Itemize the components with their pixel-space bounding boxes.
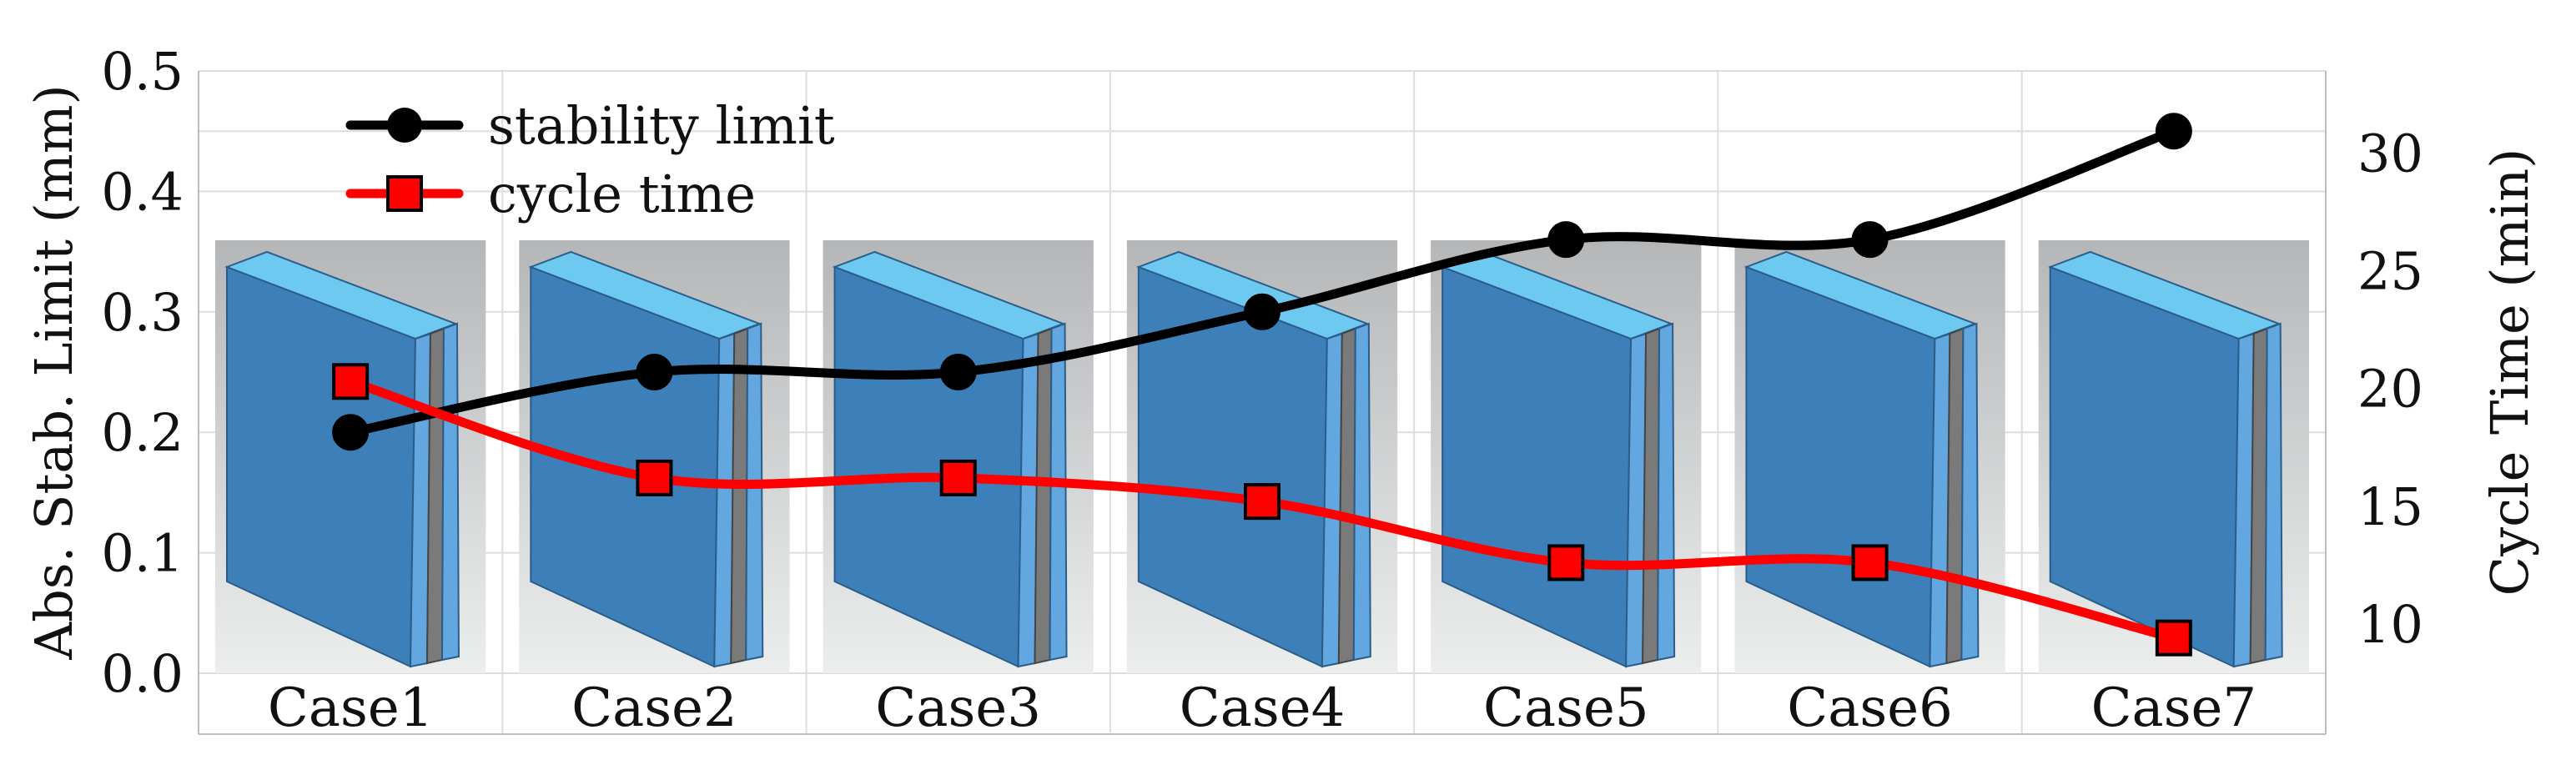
blade-side [1657, 322, 1676, 662]
blade-side [2264, 322, 2283, 662]
axes: 0.0 0.1 0.2 0.3 0.4 0.5 10 15 20 25 30 Case1 Case2 Ca… [23, 41, 2540, 739]
y-right-tick-label: 25 [2357, 241, 2423, 302]
x-tick-label: Case1 [268, 677, 434, 739]
y-right-tick-label: 30 [2357, 123, 2423, 184]
y-right-tick-label: 20 [2357, 359, 2423, 420]
cycle-time-point [2155, 619, 2192, 657]
case-blade-image [215, 240, 486, 673]
y-right-tick-label: 10 [2357, 594, 2423, 655]
y-tick-label: 0.3 [101, 282, 184, 343]
y-axis-title: Abs. Stab. Limit (mm) [23, 84, 84, 660]
blade-core [1337, 327, 1356, 665]
blade-side [1049, 322, 1068, 662]
legend-label: stability limit [488, 95, 835, 156]
y-tick-label: 0.5 [101, 41, 184, 102]
y-tick-label: 0.2 [101, 402, 184, 463]
blade-core [2249, 327, 2268, 665]
y-right-axis-title: Cycle Time (min) [2479, 148, 2540, 596]
cycle-time-point [636, 459, 673, 496]
y-right-tick-label: 15 [2357, 476, 2423, 537]
blade-side [1960, 322, 1980, 662]
stability-limit-point [1851, 221, 1889, 259]
legend-item-cycle-time: cycle time [345, 164, 756, 224]
y-tick-label: 0.4 [101, 161, 184, 222]
x-tick-label: Case3 [875, 677, 1041, 739]
legend-label: cycle time [488, 164, 756, 224]
cycle-time-point [332, 363, 370, 400]
cycle-time-point [1244, 483, 1280, 521]
blade-core [1034, 327, 1053, 665]
legend: stability limit cycle time [345, 95, 835, 224]
cycle-time-point [1547, 544, 1585, 581]
x-tick-label: Case5 [1483, 677, 1649, 739]
series-layer [332, 113, 2192, 657]
x-tick-label: Case2 [571, 677, 737, 739]
stability-limit-point [1547, 221, 1585, 259]
cycle-time-point [1851, 544, 1889, 581]
stability-limit-point [2155, 113, 2192, 150]
legend-marker [387, 108, 422, 143]
x-tick-label: Case7 [2091, 677, 2257, 739]
blade-side [745, 322, 764, 662]
x-tick-label: Case6 [1787, 677, 1953, 739]
legend-marker [386, 175, 423, 212]
legend-item-stability-limit: stability limit [345, 95, 835, 156]
case-blade-image [1431, 240, 1702, 673]
case-thumbnails [215, 240, 2309, 673]
case-blade-image [1734, 240, 2005, 673]
blade-core [425, 327, 445, 665]
stability-limit-point [332, 414, 370, 451]
stability-limit-point [1244, 293, 1280, 330]
x-tick-label: Case4 [1180, 677, 1346, 739]
cycle-time-point [939, 459, 977, 496]
blade-side [440, 322, 460, 662]
case-blade-image [823, 240, 1094, 673]
y-tick-label: 0.0 [101, 643, 184, 704]
stability-limit-point [636, 354, 673, 390]
blade-side [1352, 322, 1371, 662]
blade-core [1945, 327, 1965, 665]
blade-core [1642, 327, 1661, 665]
stability-limit-point [939, 354, 977, 390]
y-tick-label: 0.1 [101, 523, 184, 584]
case-blade-image [2038, 240, 2309, 673]
blade-core [730, 327, 749, 665]
